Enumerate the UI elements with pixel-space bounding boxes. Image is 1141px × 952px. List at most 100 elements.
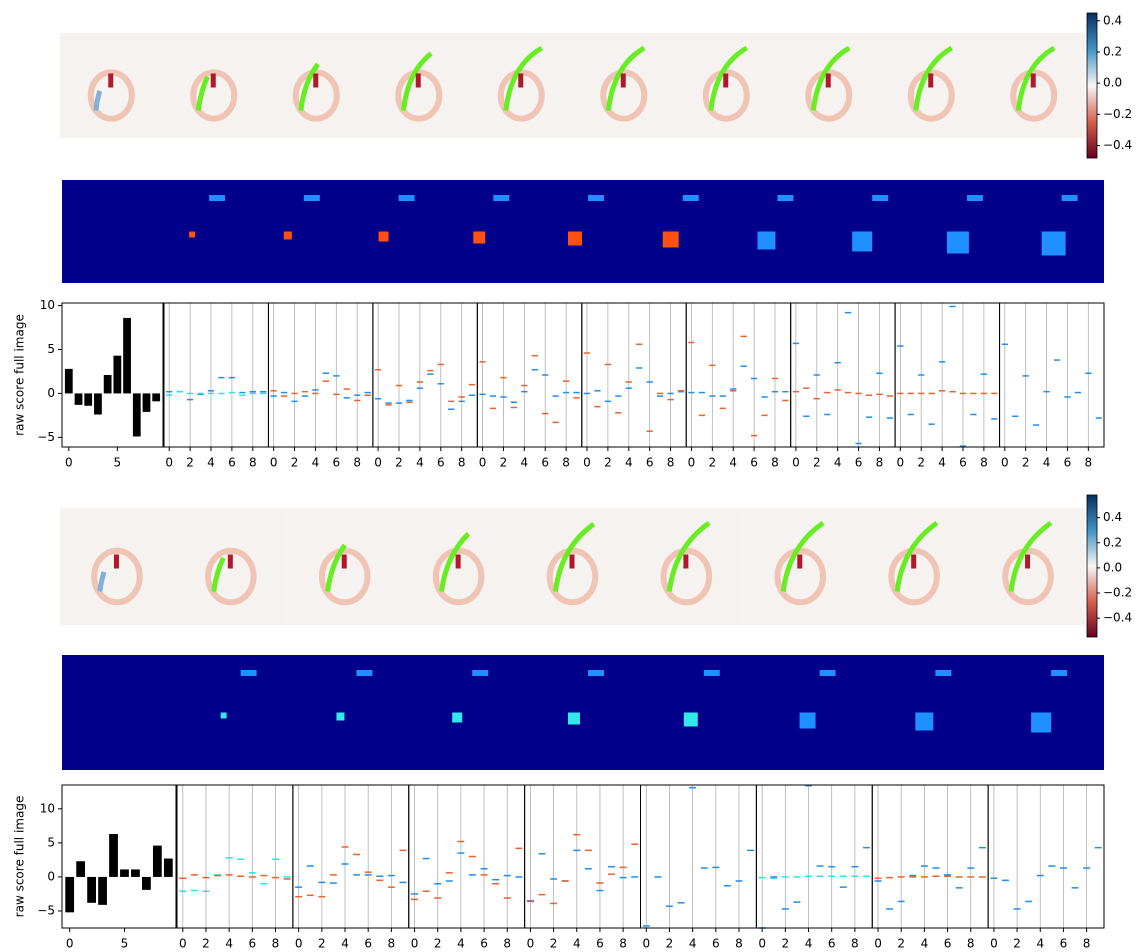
heatmap-stroke (503, 45, 544, 111)
segment (703, 670, 720, 676)
x-tick-label: 4 (312, 456, 320, 470)
heatmap-blob (600, 69, 648, 122)
heatmap-stroke (913, 45, 954, 111)
x-tick-label: 8 (980, 456, 988, 470)
x-tick-label: 0 (374, 456, 382, 470)
axes-frame (987, 784, 1105, 929)
segment (209, 195, 226, 201)
bar (64, 368, 73, 394)
bar (74, 393, 83, 405)
x-tick-label: 4 (1036, 937, 1044, 951)
bar (84, 393, 93, 406)
segment (946, 231, 969, 254)
segment (336, 712, 345, 721)
segment (472, 670, 489, 676)
x-tick-label: 8 (388, 937, 396, 951)
segment (378, 231, 389, 242)
heatmap-blob (805, 69, 853, 122)
x-tick-label: 8 (249, 456, 257, 470)
heatmap-hot (911, 554, 917, 569)
segment (220, 712, 227, 719)
x-tick-label: 8 (353, 456, 361, 470)
heatmap-stroke (1008, 520, 1053, 592)
heatmap-hot (313, 73, 319, 88)
heatmap-hot (415, 73, 421, 88)
segment (493, 195, 510, 201)
segment (240, 670, 257, 676)
bar (142, 876, 151, 890)
x-tick-label: 4 (689, 937, 697, 951)
x-tick-label: 0 (66, 937, 74, 951)
y-tick-label: −5 (37, 903, 55, 917)
heatmap-blob (205, 547, 257, 606)
heatmap-stroke (1015, 45, 1056, 111)
x-tick-label: 6 (750, 456, 758, 470)
bar (131, 869, 140, 877)
segment (189, 231, 196, 238)
heatmap-stroke (93, 45, 134, 111)
x-tick-label: 2 (666, 937, 674, 951)
heatmap-blob (1002, 547, 1054, 606)
x-tick-label: 4 (805, 937, 813, 951)
heatmap-blob (87, 69, 135, 122)
x-tick-label: 6 (712, 937, 720, 951)
heatmap-blob (660, 547, 713, 606)
x-tick-label: 2 (604, 456, 612, 470)
x-tick-label: 0 (479, 456, 487, 470)
y-tick-label: 5 (47, 342, 55, 356)
heatmap-hot (797, 554, 803, 569)
colorbar-tick-label: 0.2 (1103, 44, 1122, 58)
x-tick-label: 8 (771, 456, 779, 470)
heatmap-hot (518, 73, 524, 88)
x-tick-label: 0 (897, 456, 905, 470)
segment (588, 670, 604, 676)
x-tick-label: 0 (270, 456, 278, 470)
colorbar (1086, 494, 1098, 638)
colorbar-tick-label: 0.0 (1103, 76, 1122, 90)
heatmap-blob (432, 547, 485, 606)
x-tick-label: 0 (1001, 456, 1009, 470)
heatmap-hot (113, 554, 119, 569)
segment (588, 195, 604, 201)
colorbar-tick-label: −0.4 (1103, 611, 1132, 625)
heatmap-stroke (195, 45, 236, 111)
segment (819, 670, 836, 676)
x-tick-label: 0 (295, 937, 303, 951)
x-tick-label: 6 (1064, 456, 1072, 470)
x-tick-label: 2 (782, 937, 790, 951)
x-tick-label: 2 (291, 456, 299, 470)
x-tick-label: 4 (938, 456, 946, 470)
bar (142, 393, 151, 412)
heatmap-hot (723, 73, 729, 88)
heatmap-blob (907, 69, 955, 122)
segment (757, 231, 776, 250)
x-tick-label: 2 (395, 456, 403, 470)
heatmap-blob (190, 69, 238, 122)
x-tick-label: 4 (921, 937, 929, 951)
bar (65, 876, 75, 913)
y-tick-label: −5 (37, 430, 55, 444)
heatmap-hot (227, 554, 233, 569)
colorbar-tick-label: −0.4 (1103, 138, 1132, 152)
x-tick-label: 4 (416, 456, 424, 470)
heatmap-hot (683, 554, 689, 569)
x-tick-label: 0 (688, 456, 696, 470)
x-tick-label: 6 (480, 937, 488, 951)
x-tick-label: 8 (876, 456, 884, 470)
bar (152, 393, 161, 402)
x-tick-label: 8 (1083, 937, 1091, 951)
bar (109, 834, 118, 877)
x-tick-label: 2 (550, 937, 558, 951)
colorbar-tick-label: 0.2 (1103, 535, 1122, 549)
segment (452, 712, 463, 723)
segment (777, 195, 794, 201)
heatmap-stroke (708, 45, 749, 111)
heatmap-blob (292, 69, 340, 122)
bar (76, 861, 86, 877)
x-tick-label: 6 (596, 937, 604, 951)
heatmap-stroke (780, 520, 825, 592)
x-tick-label: 8 (458, 456, 466, 470)
x-tick-label: 0 (758, 937, 766, 951)
heatmap-blob (1010, 69, 1058, 122)
bar (123, 317, 131, 394)
